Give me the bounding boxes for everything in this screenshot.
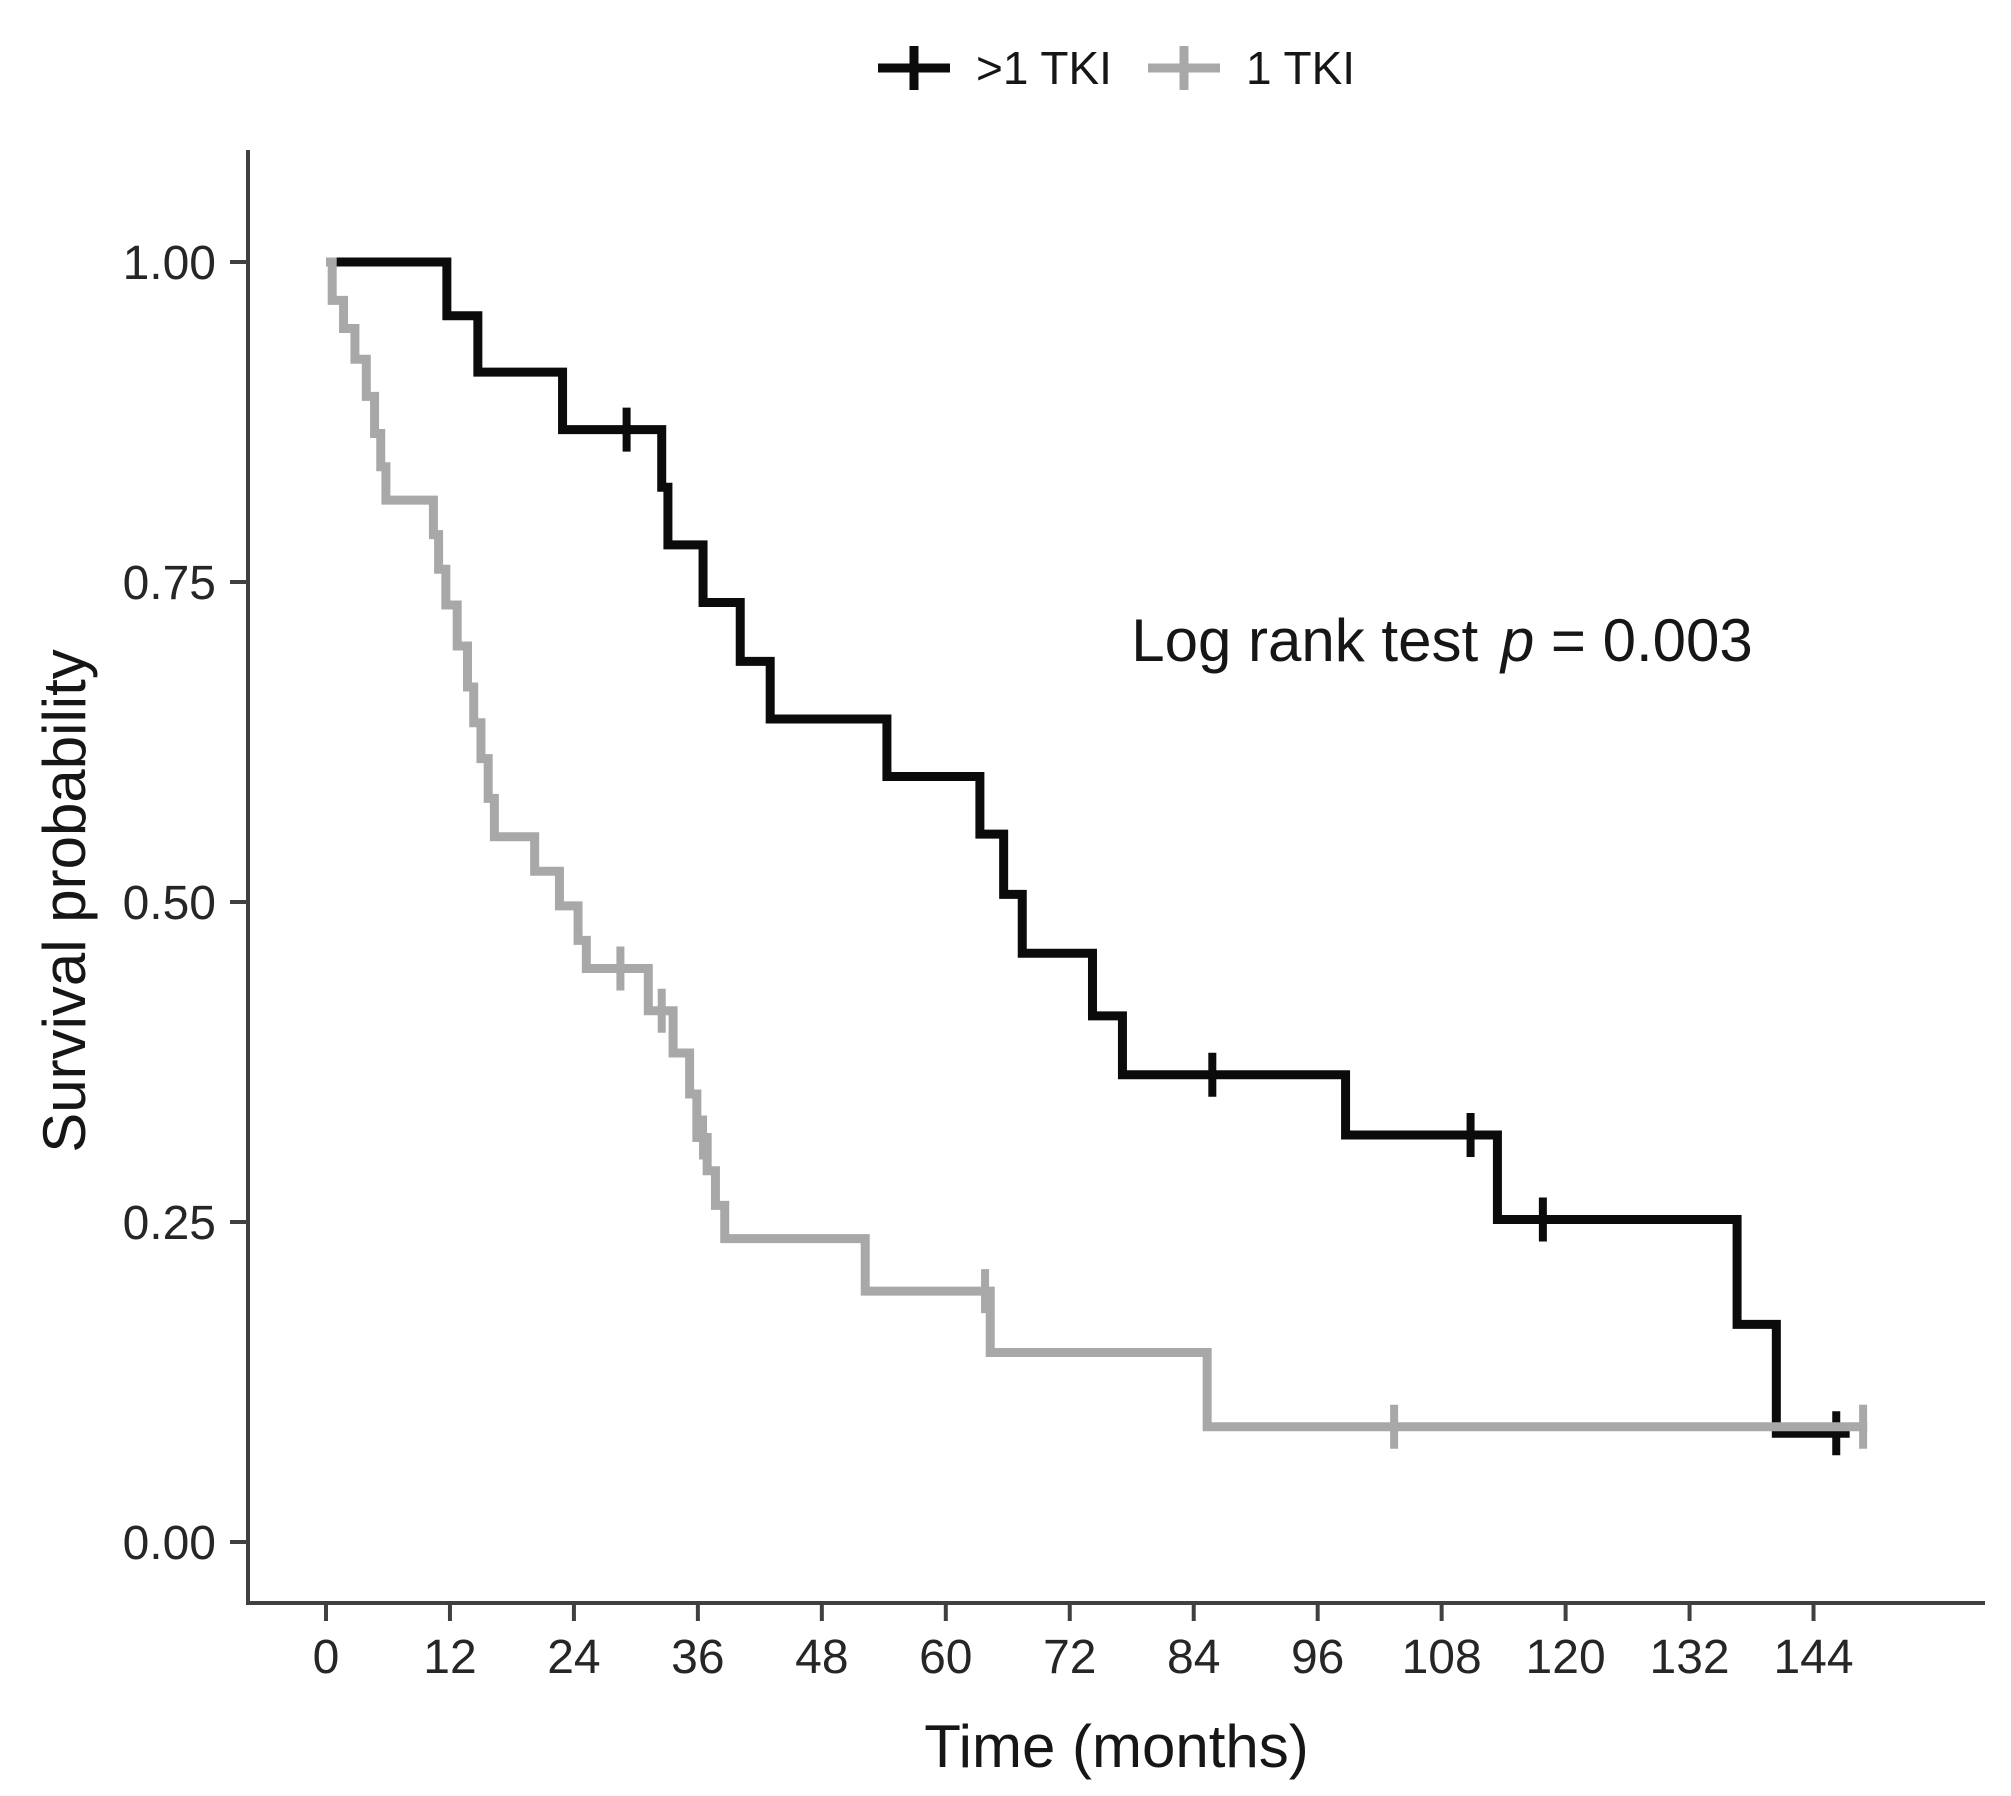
legend-key-cross (1179, 46, 1189, 90)
y-tick-label: 0.25 (123, 1197, 216, 1250)
x-tick-label: 24 (547, 1631, 600, 1684)
y-tick-label: 0.75 (123, 557, 216, 610)
x-tick-label: 12 (423, 1631, 476, 1684)
km-curve-1-tki (326, 257, 1850, 1438)
x-tick-label: 132 (1650, 1631, 1730, 1684)
y-tick-label: 0.50 (123, 877, 216, 930)
legend: >1 TKI 1 TKI (248, 38, 1985, 98)
x-tick-label: 36 (671, 1631, 724, 1684)
x-tick-label: 72 (1043, 1631, 1096, 1684)
x-tick-label: 108 (1402, 1631, 1482, 1684)
x-tick-label: 48 (795, 1631, 848, 1684)
y-tick-label: 0.00 (123, 1517, 216, 1570)
x-tick-label: 0 (313, 1631, 340, 1684)
y-tick-label: 1.00 (123, 237, 216, 290)
x-tick-label: 60 (919, 1631, 972, 1684)
legend-item-1-tki: 1 TKI (1147, 41, 1356, 95)
km-curve-1-tki (326, 257, 1868, 1432)
legend-label: 1 TKI (1245, 42, 1356, 94)
censor-plus-icon (877, 44, 950, 92)
censor-plus-icon (1147, 44, 1220, 92)
annotation-value: = 0.003 (1550, 607, 1753, 674)
logrank-annotation: Log rank test p = 0.003 (1042, 606, 1842, 675)
x-tick-label: 96 (1291, 1631, 1344, 1684)
x-tick-label: 120 (1526, 1631, 1606, 1684)
x-axis-title: Time (months) (924, 1713, 1309, 1780)
annotation-prefix: Log rank test (1131, 607, 1479, 674)
legend-item-gt1-tki: >1 TKI (877, 41, 1112, 95)
x-tick-label: 144 (1773, 1631, 1853, 1684)
annotation-p-symbol: p (1500, 607, 1535, 674)
x-tick-label: 84 (1167, 1631, 1220, 1684)
y-axis-title: Survival probability (31, 649, 98, 1153)
legend-label: >1 TKI (975, 42, 1112, 94)
legend-key-cross (909, 46, 919, 90)
